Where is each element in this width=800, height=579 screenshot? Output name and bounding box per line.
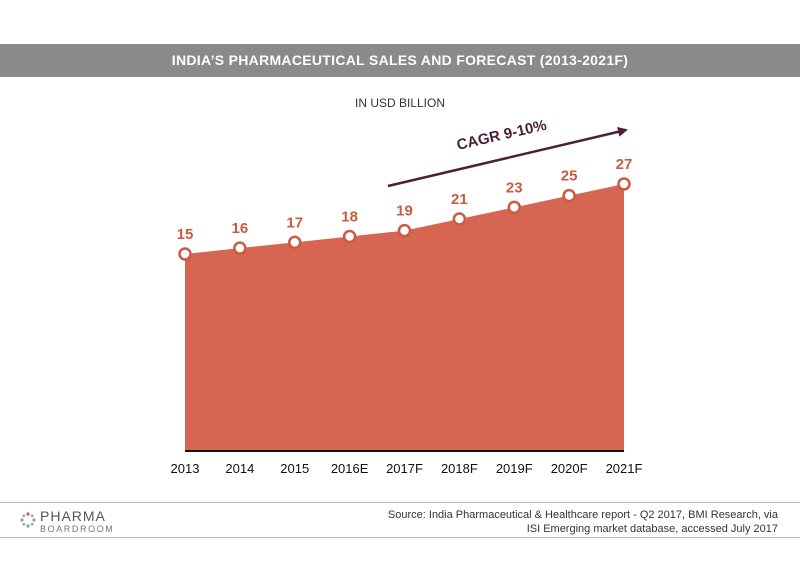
- x-tick-label: 2014: [225, 461, 254, 476]
- x-tick-label: 2016E: [331, 461, 369, 476]
- data-point: [507, 200, 521, 215]
- data-point: [452, 212, 467, 226]
- logo-text-top: PHARMA: [40, 508, 106, 524]
- title-bar: [0, 44, 800, 77]
- data-point: [562, 188, 576, 203]
- sales-area: [185, 184, 624, 451]
- data-label: 19: [396, 203, 413, 220]
- x-tick-label: 2021F: [606, 461, 643, 476]
- x-tick-label: 2017F: [386, 461, 423, 476]
- x-tick-label: 2020F: [551, 461, 588, 476]
- x-tick-label: 2018F: [441, 461, 478, 476]
- cagr-annotation: CAGR 9-10%: [455, 117, 548, 154]
- chart-title: INDIA’S PHARMACEUTICAL SALES AND FORECAS…: [171, 52, 629, 68]
- data-label: 17: [286, 214, 303, 231]
- data-point: [342, 229, 357, 244]
- cagr-arrow: [387, 126, 628, 188]
- data-point: [233, 241, 247, 255]
- data-label: 25: [561, 168, 578, 185]
- data-label: 16: [232, 220, 249, 237]
- x-tick-label: 2015: [280, 461, 309, 476]
- data-label: 18: [341, 209, 358, 226]
- x-tick-label: 2013: [171, 461, 200, 476]
- chart-subtitle: IN USD BILLION: [354, 96, 446, 110]
- data-point: [178, 247, 192, 261]
- footer-divider-bottom: [0, 537, 800, 538]
- x-tick-label: 2019F: [496, 461, 533, 476]
- data-label: 27: [616, 156, 633, 173]
- source-line-2: ISI Emerging market database, accessed J…: [526, 523, 778, 535]
- source-line-1: Source: India Pharmaceutical & Healthcar…: [387, 509, 778, 521]
- data-label: 15: [177, 226, 194, 243]
- logo-text-bottom: BOARDROOM: [40, 524, 115, 534]
- data-point: [288, 235, 302, 250]
- footer-divider-top: [0, 502, 800, 503]
- source-note: Source: India Pharmaceutical & Healthcar…: [318, 508, 778, 536]
- data-label: 21: [451, 191, 468, 208]
- data-point: [397, 223, 412, 238]
- data-point: [617, 177, 631, 191]
- data-label: 23: [506, 179, 523, 196]
- logo-dots-icon: [20, 512, 36, 528]
